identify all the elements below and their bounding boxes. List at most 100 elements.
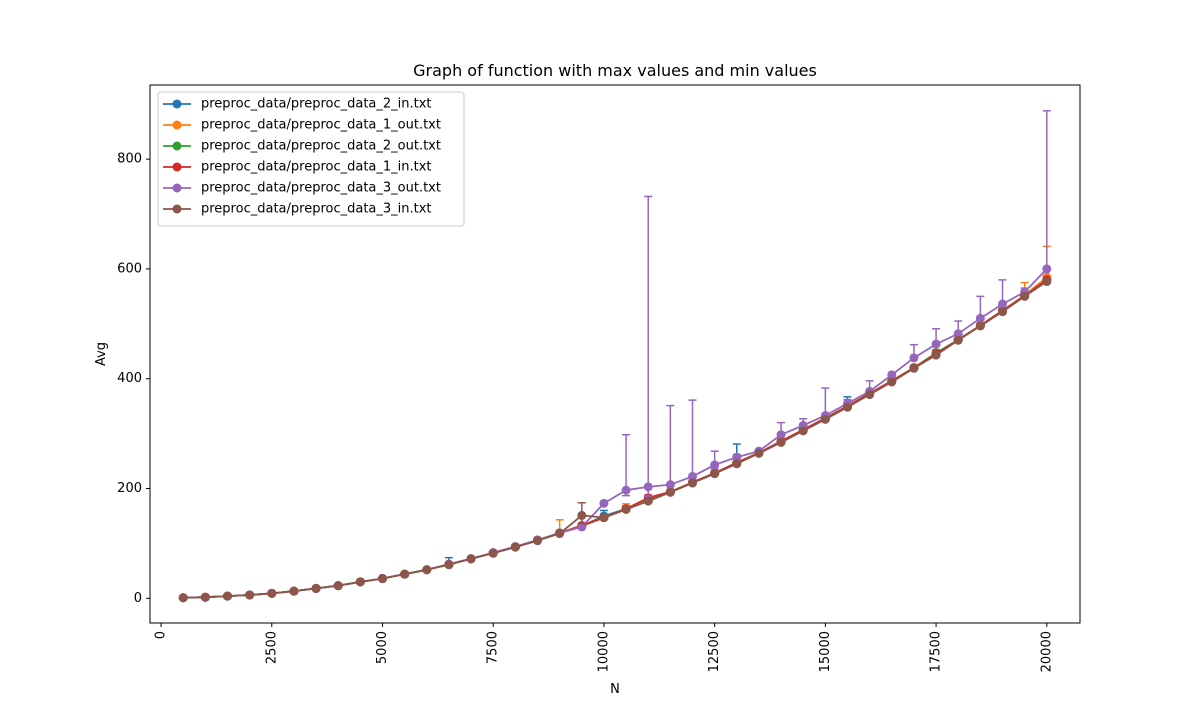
data-point [975,321,985,331]
x-tick-label: 0 [154,631,169,639]
data-point [887,377,897,387]
data-point [776,437,786,447]
data-point [710,469,720,479]
data-point [732,459,742,469]
data-point [665,487,675,497]
legend-label: preproc_data/preproc_data_3_out.txt [201,181,441,196]
y-tick-label: 0 [134,591,142,606]
data-point [688,478,697,488]
x-tick-label: 5000 [375,631,390,664]
chart-title: Graph of function with max values and mi… [413,61,817,80]
data-point [621,485,631,495]
x-tick-label: 12500 [707,631,722,672]
data-point [422,565,432,575]
data-point [488,548,498,558]
data-point [998,299,1007,309]
data-point [931,339,941,349]
y-tick-label: 400 [117,371,142,386]
legend-item: preproc_data/preproc_data_1_in.txt [163,160,432,175]
legend-item: preproc_data/preproc_data_2_out.txt [163,139,441,154]
x-axis-label: N [610,682,620,697]
series-6 [178,277,1052,603]
y-tick-label: 200 [117,481,142,496]
data-point [378,574,387,584]
y-tick-label: 800 [117,152,142,167]
x-tick-label: 17500 [929,631,944,672]
axis-ticks: 0 2500 5000 7500 10000 12500 15000 17500 20000 0 2… [117,152,1054,673]
legend-marker [172,99,182,109]
data-point [466,554,476,564]
data-point [333,581,343,591]
data-point [577,510,587,520]
data-point [577,522,587,532]
data-point [1042,264,1052,274]
data-point [710,460,720,470]
legend-box [157,91,465,227]
x-tick-label: 7500 [486,631,501,664]
data-point [555,529,565,539]
data-point [643,482,653,492]
series-line [183,280,1048,599]
data-point [798,426,808,436]
data-point [621,504,631,514]
legend-item: preproc_data/preproc_data_3_out.txt [163,181,441,196]
data-point [909,353,919,363]
legend-marker [172,120,182,130]
data-point [289,586,299,596]
plot-series-group [178,110,1052,603]
data-point [200,592,210,602]
legend-item: preproc_data/preproc_data_2_in.txt [163,97,432,112]
legend-marker [172,162,182,172]
data-point [355,577,365,587]
legend-label: preproc_data/preproc_data_3_in.txt [201,202,432,217]
axes-frame [149,84,1081,624]
legend-label: preproc_data/preproc_data_2_in.txt [201,97,432,112]
data-point [178,593,188,603]
legend: preproc_data/preproc_data_2_in.txtprepro… [157,91,465,227]
data-point [931,350,941,360]
data-point [953,329,963,339]
plot-area [178,110,1052,603]
data-point [267,588,277,598]
data-point [909,363,919,373]
data-point [444,560,454,570]
data-point [665,480,675,490]
data-point [688,471,697,481]
data-point [599,513,609,523]
data-point [820,414,830,424]
data-point [865,390,875,400]
data-point [998,307,1007,317]
data-point [732,452,742,462]
data-point [599,498,609,508]
x-tick-label: 10000 [596,631,611,672]
data-point [953,335,963,345]
legend-marker [172,141,182,151]
data-point [400,569,410,579]
data-point [1020,291,1030,301]
legend-marker [172,204,182,214]
data-point [245,590,255,600]
y-axis-label: Avg [94,342,109,366]
data-point [1042,277,1052,287]
legend-label: preproc_data/preproc_data_1_out.txt [201,118,441,133]
data-point [223,591,232,601]
y-tick-label: 600 [117,261,142,276]
data-point [975,313,985,323]
x-tick-label: 15000 [818,631,833,672]
legend-label: preproc_data/preproc_data_2_out.txt [201,139,441,154]
data-point [311,583,321,593]
data-point [643,496,653,506]
data-point [510,542,520,552]
legend-item: preproc_data/preproc_data_3_in.txt [163,202,432,217]
data-point [843,402,852,412]
legend-item: preproc_data/preproc_data_1_out.txt [163,118,441,133]
data-point [533,536,542,546]
legend-marker [172,183,182,193]
data-point [776,430,786,440]
data-point [754,448,764,458]
data-point [887,370,897,380]
legend-label: preproc_data/preproc_data_1_in.txt [201,160,432,175]
x-tick-label: 2500 [264,631,279,664]
